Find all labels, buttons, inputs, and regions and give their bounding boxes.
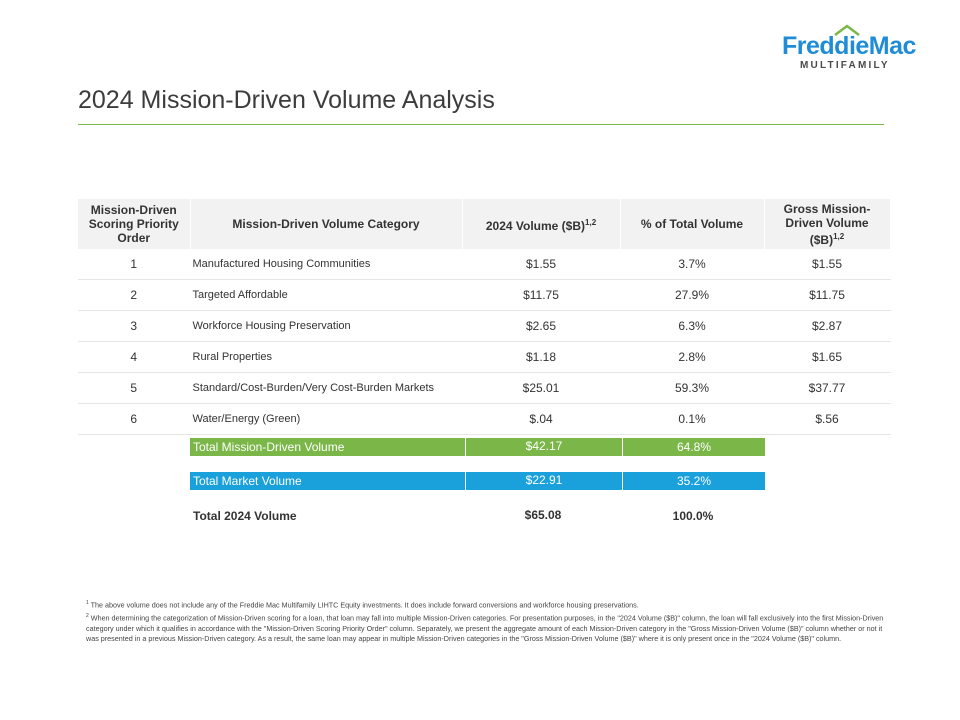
row-category: Workforce Housing Preservation: [190, 310, 463, 342]
total-market-pct: 35.2%: [622, 472, 765, 490]
total-market-label: Total Market Volume: [193, 474, 302, 488]
header-pct: % of Total Volume: [620, 199, 765, 249]
total-mission-driven-pct: 64.8%: [622, 438, 765, 456]
table-row: 6 Water/Energy (Green) $.04 0.1% $.56: [78, 403, 891, 435]
row-volume: $2.65: [461, 310, 621, 342]
row-category: Rural Properties: [190, 341, 463, 373]
row-order: 1: [78, 249, 191, 280]
row-volume: $1.55: [461, 249, 621, 280]
header-category: Mission-Driven Volume Category: [190, 199, 463, 249]
table-row: 3 Workforce Housing Preservation $2.65 6…: [78, 310, 891, 342]
mission-volume-table: Mission-Driven Scoring Priority Order Mi…: [78, 199, 891, 435]
row-volume: $25.01: [461, 372, 621, 404]
row-order: 5: [78, 372, 191, 404]
freddie-mac-logo: FreddieMac MULTIFAMILY: [782, 24, 916, 76]
total-2024-label: Total 2024 Volume: [193, 509, 297, 523]
roof-icon: [834, 24, 860, 36]
logo-division: MULTIFAMILY: [800, 60, 890, 71]
logo-brand: FreddieMac: [782, 32, 916, 60]
row-category: Targeted Affordable: [190, 279, 463, 311]
row-pct: 0.1%: [619, 403, 765, 435]
page-title: 2024 Mission-Driven Volume Analysis: [78, 86, 495, 114]
row-gross: $2.87: [763, 310, 891, 342]
total-2024-volume: $65.08: [524, 508, 562, 522]
total-2024-pct: 100.0%: [672, 509, 714, 523]
row-category: Water/Energy (Green): [190, 403, 463, 435]
row-order: 3: [78, 310, 191, 342]
title-divider: [78, 124, 884, 125]
row-volume: $.04: [461, 403, 621, 435]
row-pct: 2.8%: [619, 341, 765, 373]
table-row: 4 Rural Properties $1.18 2.8% $1.65: [78, 341, 891, 373]
row-gross: $37.77: [763, 372, 891, 404]
row-category: Manufactured Housing Communities: [190, 249, 463, 280]
total-2024-row: Total 2024 Volume $65.08 100.0%: [190, 506, 765, 526]
table-row: 2 Targeted Affordable $11.75 27.9% $11.7…: [78, 279, 891, 311]
table-row: 5 Standard/Cost-Burden/Very Cost-Burden …: [78, 372, 891, 404]
table-row: 1 Manufactured Housing Communities $1.55…: [78, 249, 891, 280]
row-volume: $1.18: [461, 341, 621, 373]
row-gross: $1.55: [763, 249, 891, 280]
row-order: 4: [78, 341, 191, 373]
footnote-1: 1 The above volume does not include any …: [86, 600, 639, 610]
header-gross: Gross Mission-Driven Volume ($B)1,2: [764, 199, 891, 249]
total-mission-driven-label: Total Mission-Driven Volume: [193, 440, 345, 454]
row-volume: $11.75: [461, 279, 621, 311]
row-category: Standard/Cost-Burden/Very Cost-Burden Ma…: [190, 372, 463, 404]
total-mission-driven-volume: $42.17: [465, 438, 622, 456]
row-pct: 59.3%: [619, 372, 765, 404]
row-pct: 27.9%: [619, 279, 765, 311]
total-mission-driven-row: Total Mission-Driven Volume $42.17 64.8%: [190, 438, 765, 456]
header-volume: 2024 Volume ($B)1,2: [462, 199, 621, 249]
row-pct: 3.7%: [619, 249, 765, 280]
row-pct: 6.3%: [619, 310, 765, 342]
row-order: 2: [78, 279, 191, 311]
row-order: 6: [78, 403, 191, 435]
row-gross: $.56: [763, 403, 891, 435]
row-gross: $11.75: [763, 279, 891, 311]
total-market-volume: $22.91: [465, 472, 622, 490]
footnotes: 1 The above volume does not include any …: [86, 598, 886, 645]
row-gross: $1.65: [763, 341, 891, 373]
table-header-row: Mission-Driven Scoring Priority Order Mi…: [78, 199, 891, 249]
footnote-2: 2 When determining the categorization of…: [86, 613, 884, 643]
total-market-row: Total Market Volume $22.91 35.2%: [190, 472, 765, 490]
header-order: Mission-Driven Scoring Priority Order: [78, 199, 191, 249]
